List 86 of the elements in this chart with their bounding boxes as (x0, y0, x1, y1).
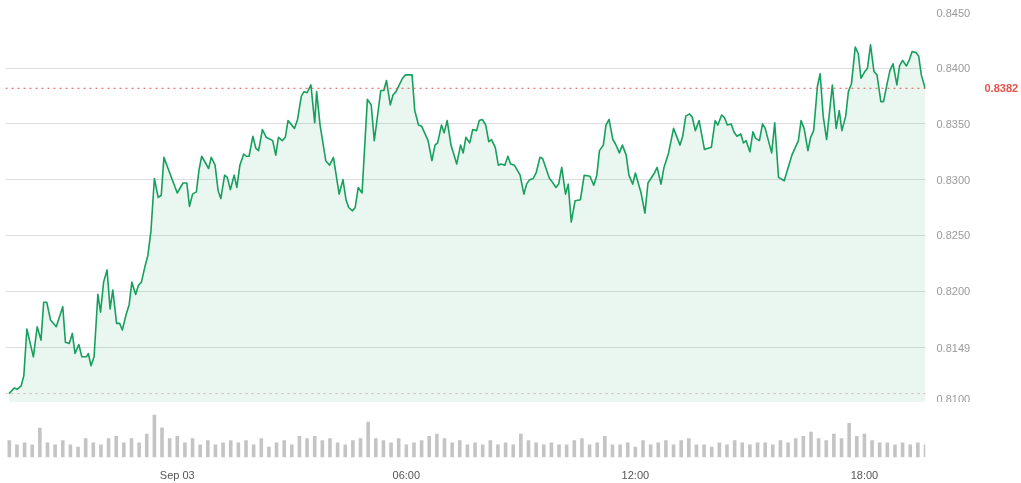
bar (656, 442, 661, 458)
bar (328, 438, 332, 458)
bar (771, 444, 775, 458)
bar (76, 446, 80, 458)
bar (748, 444, 752, 458)
bar (793, 438, 798, 458)
bar (91, 442, 96, 458)
bar (908, 444, 913, 458)
bar (595, 442, 599, 458)
y-tick-label: 0.8400 (936, 62, 971, 75)
bar (534, 442, 538, 458)
bar (519, 433, 523, 458)
bar (373, 438, 378, 458)
bar (267, 446, 271, 458)
bar (557, 444, 561, 458)
bar (725, 444, 729, 458)
bar (618, 444, 622, 458)
bar (641, 440, 645, 458)
bar (664, 440, 668, 458)
bar (15, 444, 19, 458)
bar (824, 440, 829, 458)
bar (282, 440, 286, 458)
bar (366, 421, 370, 458)
bar (99, 444, 103, 458)
bar (847, 423, 851, 458)
bar (435, 433, 439, 458)
bar (511, 444, 516, 458)
bar (351, 440, 355, 458)
bar (625, 442, 630, 458)
x-tick-label: 12:00 (621, 468, 650, 481)
y-tick-label: 0.8250 (936, 229, 971, 242)
bar (427, 436, 432, 458)
bar (60, 440, 65, 458)
bar (137, 442, 141, 458)
bar (53, 444, 57, 458)
y-tick-label: 0.8100 (936, 392, 971, 405)
bar (809, 431, 813, 458)
bar (305, 438, 309, 458)
y-tick-label: 0.8350 (936, 117, 971, 130)
x-tick-label: Sep 03 (159, 468, 195, 481)
bar (786, 442, 790, 458)
bar (832, 433, 836, 458)
bar (603, 436, 607, 458)
bar (541, 444, 546, 458)
x-tick-label: 06:00 (392, 468, 421, 481)
bar (114, 436, 119, 458)
bar (496, 444, 500, 458)
bar (198, 444, 202, 458)
bar (259, 438, 264, 458)
bar (160, 427, 164, 458)
bar (870, 440, 874, 458)
bar (412, 442, 416, 458)
bar (343, 444, 348, 458)
bar (572, 440, 577, 458)
bar (679, 440, 683, 458)
bar (854, 436, 859, 458)
bar (457, 440, 462, 458)
bar (473, 442, 477, 458)
y-tick-label: 0.8149 (936, 341, 971, 354)
bar (38, 427, 42, 458)
bar (312, 436, 317, 458)
bar (183, 442, 187, 458)
bar (290, 444, 294, 458)
bar (740, 442, 745, 458)
bar (916, 442, 920, 458)
bar (144, 433, 149, 458)
bar (122, 442, 126, 458)
bar (580, 438, 584, 458)
y-tick-label: 0.8300 (936, 173, 971, 186)
bar (206, 440, 210, 458)
bar (221, 442, 225, 458)
bar (709, 446, 714, 458)
bar (893, 444, 897, 458)
bar (389, 442, 393, 458)
bar (702, 444, 706, 458)
ref-line-label: 0.8382 (984, 82, 1019, 95)
x-tick-label: 18:00 (850, 468, 879, 481)
bar (175, 436, 180, 458)
y-tick-label: 0.8450 (936, 6, 971, 19)
bar (763, 442, 767, 458)
bar (228, 440, 233, 458)
bar (244, 440, 248, 458)
bar (687, 438, 691, 458)
bar (30, 444, 35, 458)
y-tick-label: 0.8200 (936, 285, 971, 298)
bar (450, 442, 454, 458)
